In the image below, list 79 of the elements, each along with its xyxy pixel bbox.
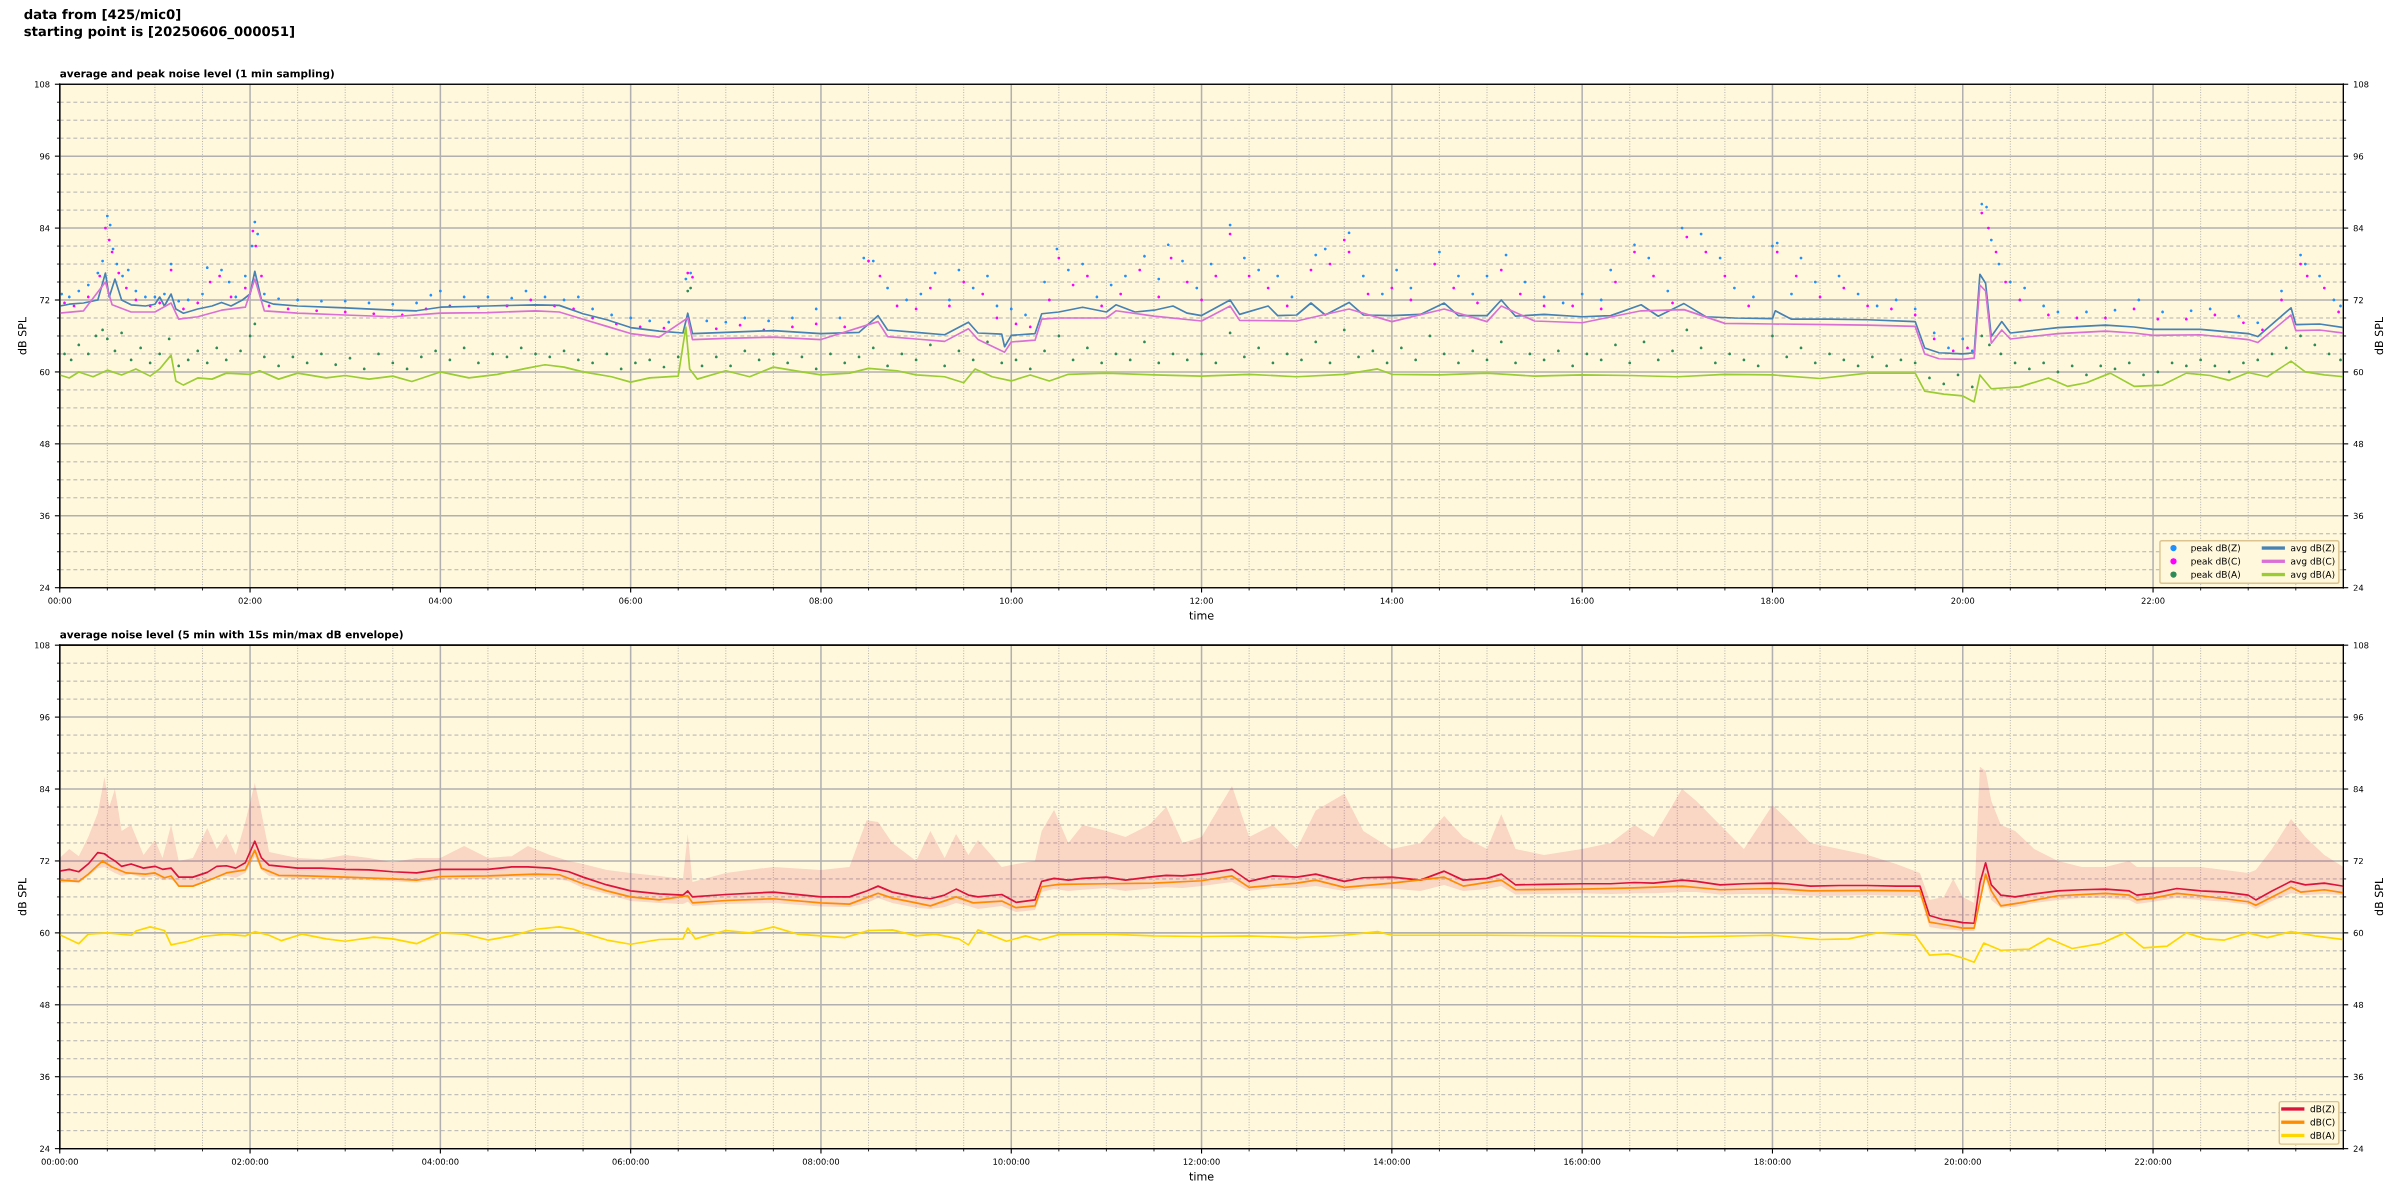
y-axis-title: dB SPL <box>17 877 27 916</box>
x-tick-label: 08:00:00 <box>802 1158 840 1165</box>
legend-label: peak dB(A) <box>2191 570 2240 580</box>
legend-label: dB(A) <box>2310 1131 2335 1140</box>
x-tick-label: 22:00 <box>2141 597 2165 604</box>
x-tick-label: 06:00:00 <box>612 1158 649 1165</box>
x-tick-label: 22:00:00 <box>2134 1158 2172 1165</box>
y-tick-label: 72 <box>40 296 50 304</box>
y-tick-label: 96 <box>39 714 50 721</box>
x-axis-title: time <box>1189 611 1214 620</box>
x-tick-label: 16:00:00 <box>1564 1158 1601 1165</box>
y2-tick-label: 108 <box>2354 81 2369 88</box>
x-axis-title: time <box>1189 1171 1214 1181</box>
line-series <box>59 270 2344 355</box>
y-tick-label: 84 <box>40 786 50 793</box>
x-tick-label: 16:00 <box>1571 597 1594 604</box>
y-tick-label: 24 <box>40 1145 50 1152</box>
x-tick-label: 14:00 <box>1380 597 1404 604</box>
y2-tick-label: 96 <box>2353 153 2364 160</box>
y2-tick-label: 84 <box>2353 225 2364 232</box>
x-tick-label: 00:00:00 <box>41 1158 78 1165</box>
x-tick-label: 06:00 <box>619 597 643 604</box>
text: data from [425/mic0] <box>24 9 181 21</box>
y-tick-label: 96 <box>39 153 50 160</box>
x-tick-label: 04:00:00 <box>422 1158 459 1165</box>
y2-tick-label: 72 <box>2353 296 2363 304</box>
y-tick-label: 84 <box>40 225 50 232</box>
x-tick-label: 12:00:00 <box>1183 1158 1220 1165</box>
y2-tick-label: 60 <box>2353 929 2364 937</box>
legend-label: dB(C) <box>2310 1118 2335 1127</box>
text: starting point is [20250606_000051] <box>24 26 294 40</box>
y2-tick-label: 36 <box>2353 512 2364 520</box>
x-tick-label: 02:00:00 <box>231 1158 269 1165</box>
x-tick-label: 20:00:00 <box>1944 1158 1981 1165</box>
x-tick-label: 12:00 <box>1190 597 1214 604</box>
chart-title: average and peak noise level (1 min sampling) <box>60 69 334 80</box>
y-tick-label: 108 <box>35 642 50 649</box>
y2-tick-label: 36 <box>2353 1073 2364 1080</box>
x-tick-label: 10:00:00 <box>993 1158 1030 1165</box>
y-tick-label: 108 <box>35 81 50 88</box>
legend-label: avg dB(C) <box>2291 557 2335 567</box>
chart-title: average noise level (5 min with 15s min/max dB envelope) <box>60 630 403 641</box>
y-tick-label: 36 <box>40 1073 50 1080</box>
y2-tick-label: 72 <box>2353 857 2363 865</box>
x-tick-label: 14:00:00 <box>1374 1158 1411 1165</box>
legend-label: avg dB(Z) <box>2291 544 2335 554</box>
legend-label: peak dB(Z) <box>2191 544 2240 554</box>
legend-label: dB(Z) <box>2310 1105 2335 1114</box>
y-tick-label: 36 <box>40 512 50 520</box>
legend-label: peak dB(C) <box>2191 557 2241 567</box>
y2-tick-label: 84 <box>2353 786 2364 793</box>
y-tick-label: 24 <box>40 584 50 591</box>
y-tick-label: 48 <box>39 440 50 448</box>
y2-tick-label: 48 <box>2353 440 2364 448</box>
line-series <box>59 926 2344 964</box>
y-tick-label: 60 <box>40 929 50 937</box>
y2-tick-label: 48 <box>2353 1001 2364 1009</box>
y-tick-label: 60 <box>40 368 50 376</box>
x-tick-label: 08:00 <box>809 597 833 604</box>
x-tick-label: 04:00 <box>428 597 452 604</box>
line-series <box>59 278 2344 361</box>
y2-axis-title: dB SPL <box>2374 877 2384 916</box>
y2-tick-label: 108 <box>2354 642 2369 649</box>
x-tick-label: 18:00:00 <box>1754 1158 1791 1165</box>
legend-label: avg dB(A) <box>2291 570 2335 580</box>
y2-tick-label: 96 <box>2353 714 2364 721</box>
y2-tick-label: 24 <box>2353 1145 2364 1152</box>
x-tick-label: 02:00 <box>238 597 262 604</box>
y2-tick-label: 60 <box>2353 368 2364 376</box>
y2-axis-title: dB SPL <box>2374 316 2384 355</box>
y-tick-label: 72 <box>40 857 50 865</box>
x-tick-label: 00:00 <box>48 597 72 604</box>
x-tick-label: 10:00 <box>1000 597 1023 604</box>
y2-tick-label: 24 <box>2353 584 2364 591</box>
line-series <box>59 326 2344 403</box>
x-tick-label: 18:00 <box>1761 597 1784 604</box>
y-axis-title: dB SPL <box>17 316 27 355</box>
y-tick-label: 48 <box>39 1001 50 1009</box>
x-tick-label: 20:00 <box>1951 597 1975 604</box>
